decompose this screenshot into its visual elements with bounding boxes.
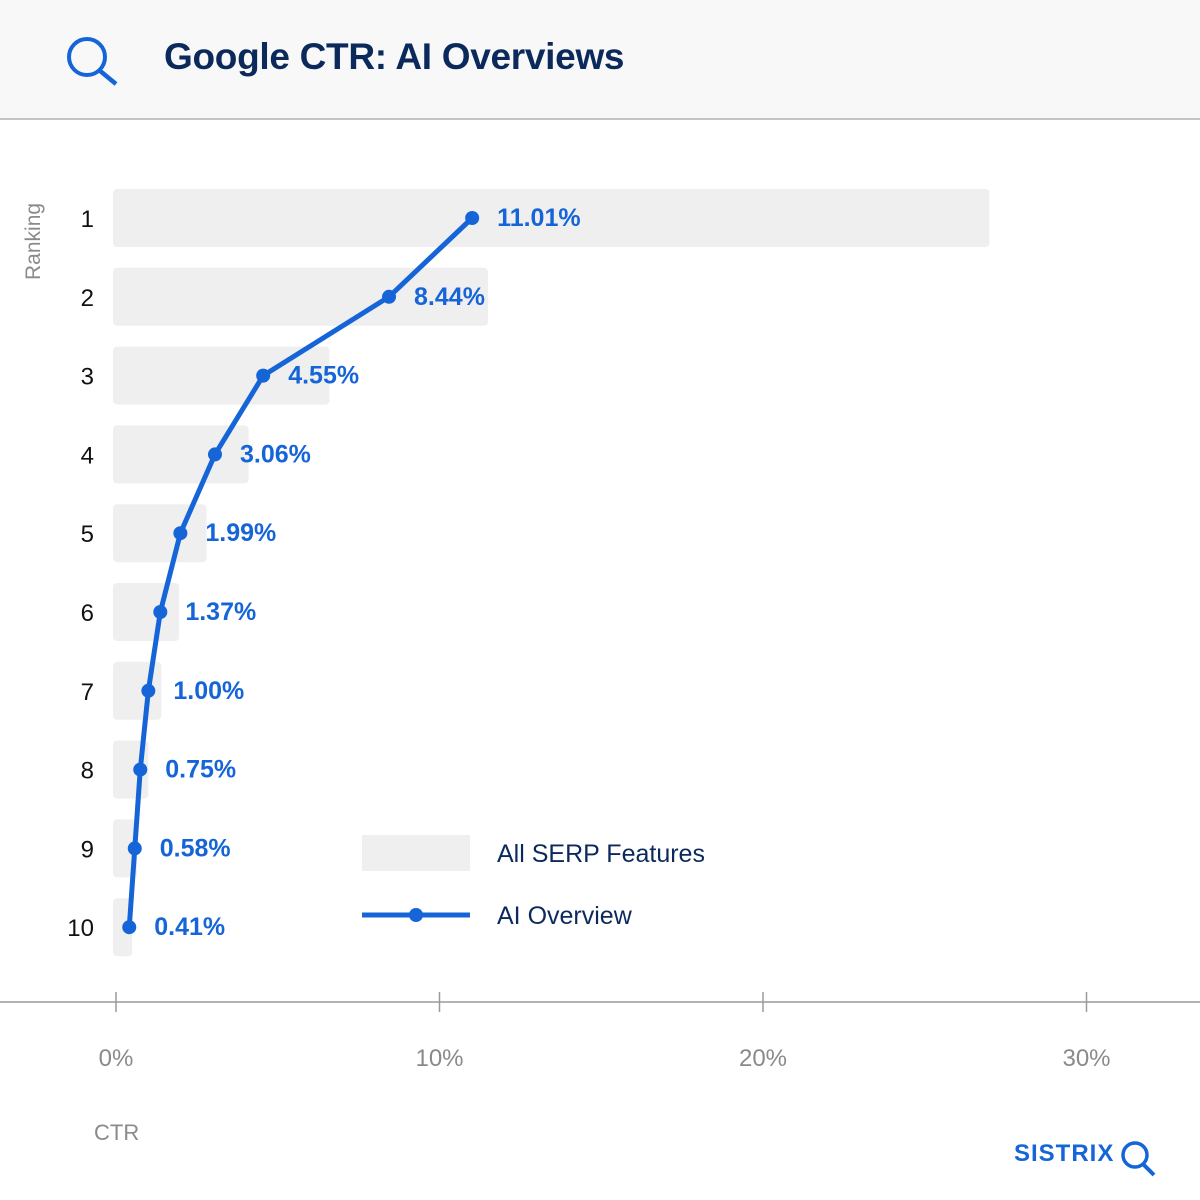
bar bbox=[113, 583, 180, 641]
x-tick-label: 0% bbox=[99, 1045, 134, 1072]
data-label: 1.00% bbox=[173, 677, 244, 705]
data-point bbox=[122, 920, 137, 935]
data-point bbox=[465, 211, 480, 225]
legend-label: All SERP Features bbox=[497, 840, 705, 868]
data-label: 1.37% bbox=[185, 598, 256, 626]
search-icon bbox=[1121, 1141, 1156, 1177]
y-tick-label: 5 bbox=[81, 521, 94, 548]
data-point bbox=[256, 368, 271, 383]
legend-label: AI Overview bbox=[497, 902, 633, 930]
y-tick-label: 4 bbox=[81, 442, 94, 469]
data-point bbox=[133, 762, 148, 777]
x-tick-label: 30% bbox=[1062, 1045, 1110, 1072]
data-label: 3.06% bbox=[240, 440, 311, 468]
data-label: 0.58% bbox=[160, 834, 231, 862]
page-title: Google CTR: AI Overviews bbox=[164, 36, 625, 77]
header: Google CTR: AI Overviews bbox=[0, 0, 1200, 120]
brand-logo: SISTRIX bbox=[1014, 1140, 1115, 1167]
y-tick-label: 2 bbox=[81, 285, 94, 312]
data-label: 0.41% bbox=[154, 913, 225, 941]
bar bbox=[113, 819, 138, 878]
y-tick-label: 10 bbox=[67, 915, 94, 942]
data-point bbox=[382, 289, 397, 304]
y-tick-label: 9 bbox=[81, 836, 94, 863]
data-label: 11.01% bbox=[497, 204, 580, 232]
legend-swatch-point bbox=[409, 908, 423, 922]
y-tick-label: 8 bbox=[81, 758, 94, 785]
data-point bbox=[173, 526, 188, 541]
data-label: 1.99% bbox=[205, 519, 276, 547]
x-tick-label: 10% bbox=[415, 1045, 463, 1072]
search-icon bbox=[67, 37, 118, 86]
bar bbox=[113, 504, 207, 563]
data-label: 8.44% bbox=[414, 283, 485, 311]
bar bbox=[113, 267, 489, 326]
chart: 1 2 3 4 5 6 7 8 9 10 0% 10% 20% 30% 11.01% 8.44% 4.55% 3.… bbox=[0, 189, 1200, 1072]
x-axis-label: CTR bbox=[94, 1120, 140, 1145]
y-tick-label: 6 bbox=[81, 600, 94, 627]
data-label: 4.55% bbox=[288, 362, 359, 390]
bar bbox=[113, 346, 330, 405]
y-tick-label: 3 bbox=[81, 364, 94, 391]
data-label: 0.75% bbox=[165, 756, 236, 784]
bar bbox=[113, 425, 249, 484]
ai-overview-line bbox=[126, 216, 474, 928]
y-tick-label: 7 bbox=[81, 679, 94, 706]
data-point bbox=[207, 447, 222, 462]
x-tick-label: 20% bbox=[739, 1045, 787, 1072]
data-point bbox=[141, 683, 156, 698]
bar bbox=[113, 189, 990, 247]
data-point bbox=[127, 841, 142, 856]
y-tick-label: 1 bbox=[81, 206, 94, 233]
data-point bbox=[153, 605, 168, 619]
legend-swatch-bar bbox=[362, 835, 470, 871]
